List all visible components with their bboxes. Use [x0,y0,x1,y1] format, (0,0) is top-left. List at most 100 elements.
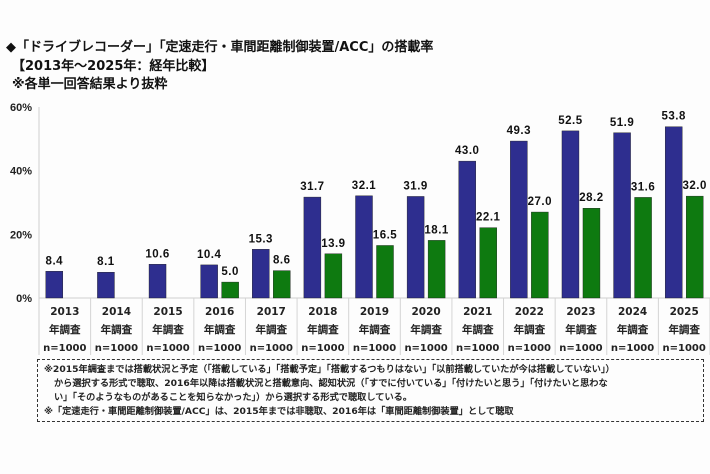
bar-drive-recorder [561,130,580,299]
bar-acc [582,208,601,299]
y-tick-label: 40% [10,166,32,178]
bar-chart: 0% 20% 40% 60% 8.4 8.1 10.6 10.45.0 15.38.6 31.7… [10,102,710,355]
bar-drive-recorder [458,160,476,299]
value-label-drive-recorder: 10.4 [197,249,221,261]
value-label-acc: 16.5 [373,229,397,241]
category-suffix-label: 年調査 [204,323,236,336]
bar-drive-recorder [252,249,270,299]
value-label-acc: 32.0 [682,180,706,192]
category-sample-size: n=1000 [353,343,396,354]
value-label-drive-recorder: 31.9 [403,180,427,192]
category-year-label: 2017 [257,306,286,318]
footnote-2: から選択する形式で聴取、2016年以降は搭載状況と搭載意向、認知状況（「すでに付… [54,378,608,389]
footnote-4: ※「定速走行・車間距離制御装置/ACC」は、2015年までは非聴取、2016年は… [44,406,514,417]
value-label-drive-recorder: 15.3 [249,233,273,245]
value-label-drive-recorder: 43.0 [455,145,479,157]
value-label-acc: 31.6 [631,181,655,193]
footnotes-box: ※2015年調査までは搭載状況と予定（「搭載している」「搭載予定」「搭載するつも… [37,359,704,422]
category-sample-size: n=1000 [508,343,551,354]
bar-acc [479,227,497,299]
category-sample-size: n=1000 [198,343,241,354]
category-year-label: 2021 [463,306,492,318]
chart-title: ◆「ドライブレコーダー」「定速走行・車間距離制御装置/ACC」の搭載率 [6,40,434,55]
category-year-label: 2015 [153,306,182,318]
bar-drive-recorder [97,272,115,299]
value-label-acc: 8.6 [273,255,291,267]
value-label-acc: 18.1 [424,224,448,236]
y-tick-label: 0% [16,293,32,305]
value-label-drive-recorder: 8.4 [46,255,64,267]
category-year-label: 2016 [205,306,234,318]
category-year-label: 2025 [670,306,699,318]
value-label-acc: 28.2 [579,192,603,204]
bar-acc [427,240,446,299]
category-sample-size: n=1000 [559,343,602,354]
bar-acc [221,281,239,299]
value-label-acc: 13.9 [321,238,345,250]
category-sample-size: n=1000 [611,343,654,354]
footnote-3: い」「そのようなものがあることを知らなかった」）から選択する形式で聴取している。 [54,392,413,403]
category-suffix-label: 年調査 [256,323,288,336]
value-label-drive-recorder: 8.1 [97,256,115,268]
bar-drive-recorder [45,271,64,299]
bar-drive-recorder [406,196,425,299]
bar-acc [531,211,549,299]
value-label-drive-recorder: 31.7 [300,181,324,193]
bars [45,126,704,299]
category-year-label: 2023 [566,306,595,318]
category-year-label: 2020 [411,306,440,318]
bar-drive-recorder [510,140,528,299]
category-year-label: 2019 [360,306,389,318]
category-suffix-label: 年調査 [152,323,184,336]
chart-note: ※各単一回答結果より抜粋 [12,77,168,92]
category-suffix-label: 年調査 [617,323,649,336]
category-sample-size: n=1000 [250,343,293,354]
chart-period: 【2013年～2025年：経年比較】 [12,59,215,74]
value-label-acc: 5.0 [221,266,239,278]
category-year-label: 2014 [102,306,131,318]
bar-acc [685,195,704,299]
category-suffix-label: 年調査 [565,323,597,336]
bar-drive-recorder [664,126,683,299]
value-label-acc: 27.0 [528,196,552,208]
bar-acc [324,253,343,299]
bar-acc [273,270,291,299]
value-labels: 8.4 8.1 10.6 10.45.0 15.38.6 31.7 13.9 32.1 16.5… [46,111,707,278]
bar-drive-recorder [613,132,631,299]
category-year-label: 2022 [515,306,544,318]
y-tick-label: 60% [10,102,32,114]
footnote-1: ※2015年調査までは搭載状況と予定（「搭載している」「搭載予定」「搭載するつも… [44,364,615,375]
category-suffix-label: 年調査 [307,323,339,336]
value-label-acc: 22.1 [476,212,500,224]
category-suffix-label: 年調査 [359,323,391,336]
category-suffix-label: 年調査 [49,323,81,336]
category-year-label: 2024 [618,306,647,318]
category-suffix-label: 年調査 [514,323,546,336]
x-axis-categories: 2013 年調査 n=1000 2014 年調査 n=1000 2015 年調査 n=1000 2… [43,306,706,354]
category-year-label: 2018 [308,306,337,318]
category-sample-size: n=1000 [146,343,189,354]
category-suffix-label: 年調査 [668,323,700,336]
y-tick-label: 20% [10,229,32,241]
bar-acc [376,245,394,299]
value-label-drive-recorder: 51.9 [610,117,634,129]
value-label-drive-recorder: 49.3 [507,125,531,137]
value-label-drive-recorder: 32.1 [352,180,376,192]
bar-acc [634,197,652,299]
category-year-label: 2013 [50,306,79,318]
category-sample-size: n=1000 [301,343,344,354]
bar-drive-recorder [148,264,167,299]
category-sample-size: n=1000 [404,343,447,354]
value-label-drive-recorder: 53.8 [661,111,685,123]
category-sample-size: n=1000 [456,343,499,354]
bar-drive-recorder [200,264,218,299]
bar-drive-recorder [303,196,322,299]
category-suffix-label: 年調査 [101,323,133,336]
bar-drive-recorder [355,195,373,299]
category-sample-size: n=1000 [663,343,706,354]
value-label-drive-recorder: 10.6 [145,248,169,260]
category-sample-size: n=1000 [43,343,86,354]
y-axis: 0% 20% 40% 60% [10,102,40,355]
category-suffix-label: 年調査 [462,323,494,336]
value-label-drive-recorder: 52.5 [558,115,582,127]
